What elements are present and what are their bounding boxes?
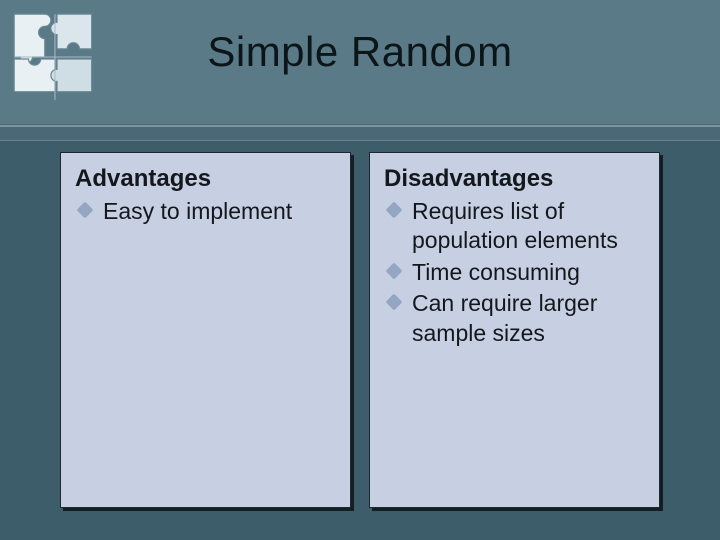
list-item-text: Time consuming xyxy=(412,259,580,285)
list-item: Easy to implement xyxy=(77,197,336,226)
advantages-list: Easy to implement xyxy=(75,197,336,226)
list-item: Time consuming xyxy=(386,258,645,287)
columns-container: Advantages Easy to implement Disadvantag… xyxy=(60,152,660,508)
diamond-bullet-icon xyxy=(77,202,94,219)
disadvantages-panel: Disadvantages Requires list of populatio… xyxy=(369,152,660,508)
diamond-bullet-icon xyxy=(386,202,403,219)
disadvantages-list: Requires list of population elements Tim… xyxy=(384,197,645,348)
divider-line xyxy=(0,125,720,127)
diamond-bullet-icon xyxy=(386,262,403,279)
list-item: Requires list of population elements xyxy=(386,197,645,256)
divider-line-thin xyxy=(0,140,720,141)
slide-title: Simple Random xyxy=(0,28,720,76)
advantages-panel: Advantages Easy to implement xyxy=(60,152,351,508)
list-item-text: Can require larger sample sizes xyxy=(412,290,597,345)
panel-heading: Advantages xyxy=(75,165,336,193)
list-item: Can require larger sample sizes xyxy=(386,289,645,348)
diamond-bullet-icon xyxy=(386,294,403,311)
list-item-text: Requires list of population elements xyxy=(412,198,618,253)
list-item-text: Easy to implement xyxy=(103,198,292,224)
panel-heading: Disadvantages xyxy=(384,165,645,193)
